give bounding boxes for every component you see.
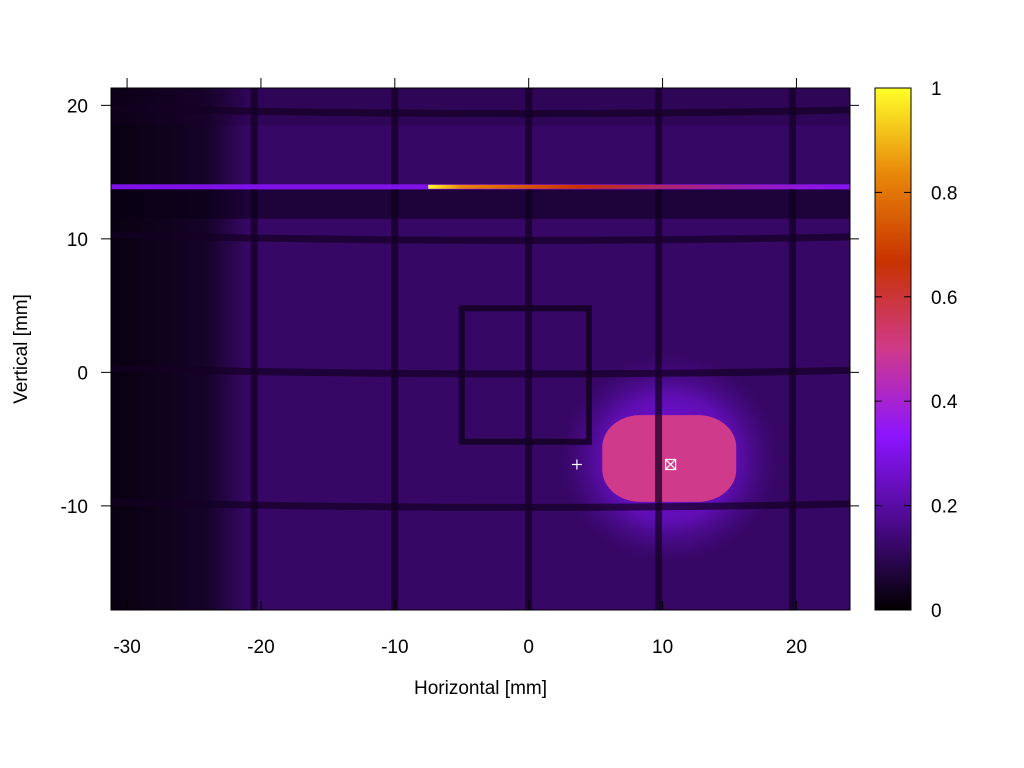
centroid-box-marker: [665, 458, 677, 471]
colorbar-tick-label: 0.2: [931, 497, 957, 518]
beam-spot: [602, 415, 737, 502]
top-shadow-band: [111, 88, 850, 126]
x-tick-label: -30: [113, 637, 140, 658]
center-plus-marker: [571, 459, 582, 470]
colorbar-tick-label: 0.6: [931, 288, 957, 309]
y-tick-label: -10: [61, 497, 88, 518]
colorbar-tick-label: 0.8: [931, 183, 957, 204]
grid-shadow-horizontal: [111, 231, 850, 244]
x-axis-ticks: -30 -20 -10 0 10 20: [113, 78, 807, 658]
grid-shadow-horizontal: [111, 364, 850, 378]
x-tick-label: 20: [786, 637, 807, 658]
bright-stripe-peak: [428, 184, 850, 189]
x-tick-label: 0: [523, 637, 534, 658]
x-axis-label: Horizontal [mm]: [414, 678, 547, 699]
square-frame-shadow: [458, 305, 592, 445]
stripe-shadow-band: [111, 189, 850, 219]
colorbar-tick-label: 0: [931, 601, 942, 622]
colorbar: [874, 87, 912, 611]
colorbar-tick-label: 1: [931, 79, 942, 100]
x-tick-label: 10: [652, 637, 673, 658]
x-tick-label: -20: [247, 637, 274, 658]
colorbar-ticks: 0 0.2 0.4 0.6 0.8 1: [875, 79, 958, 622]
y-tick-label: 20: [67, 96, 88, 117]
y-axis-label: Vertical [mm]: [11, 294, 32, 404]
y-axis-ticks: -10 0 10 20: [61, 96, 859, 518]
heatmap-plot-area: [111, 88, 850, 610]
grid-shadow-horizontal: [111, 104, 850, 118]
plot-frame: [110, 87, 851, 611]
grid-shadow-horizontal: [111, 498, 850, 511]
colorbar-tick-label: 0.4: [931, 392, 958, 413]
y-tick-label: 10: [67, 230, 88, 251]
y-tick-label: 0: [77, 363, 88, 384]
left-shadow-region: [111, 88, 248, 610]
x-tick-label: -10: [381, 637, 408, 658]
